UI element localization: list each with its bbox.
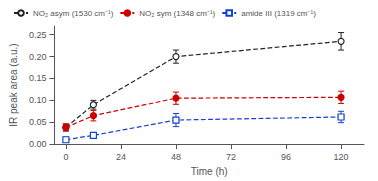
svg-text:NO₂ sym (1348 cm⁻¹): NO₂ sym (1348 cm⁻¹) <box>139 9 215 18</box>
svg-text:IR peak area (a.u.): IR peak area (a.u.) <box>8 43 19 126</box>
svg-text:amide III (1319 cm⁻¹): amide III (1319 cm⁻¹) <box>241 9 316 18</box>
svg-text:0: 0 <box>63 152 68 162</box>
svg-text:120: 120 <box>334 152 349 162</box>
svg-text:0.25: 0.25 <box>29 30 47 40</box>
svg-text:24: 24 <box>116 152 126 162</box>
svg-text:0.00: 0.00 <box>29 139 47 149</box>
svg-text:0.05: 0.05 <box>29 117 47 127</box>
svg-text:48: 48 <box>171 152 181 162</box>
svg-text:72: 72 <box>226 152 236 162</box>
svg-text:Time (h): Time (h) <box>191 166 228 177</box>
svg-text:0.15: 0.15 <box>29 73 47 83</box>
svg-text:0.20: 0.20 <box>29 52 47 62</box>
svg-text:0.10: 0.10 <box>29 95 47 105</box>
svg-text:96: 96 <box>281 152 291 162</box>
svg-text:NO₂ asym (1530 cm⁻¹): NO₂ asym (1530 cm⁻¹) <box>33 9 114 18</box>
